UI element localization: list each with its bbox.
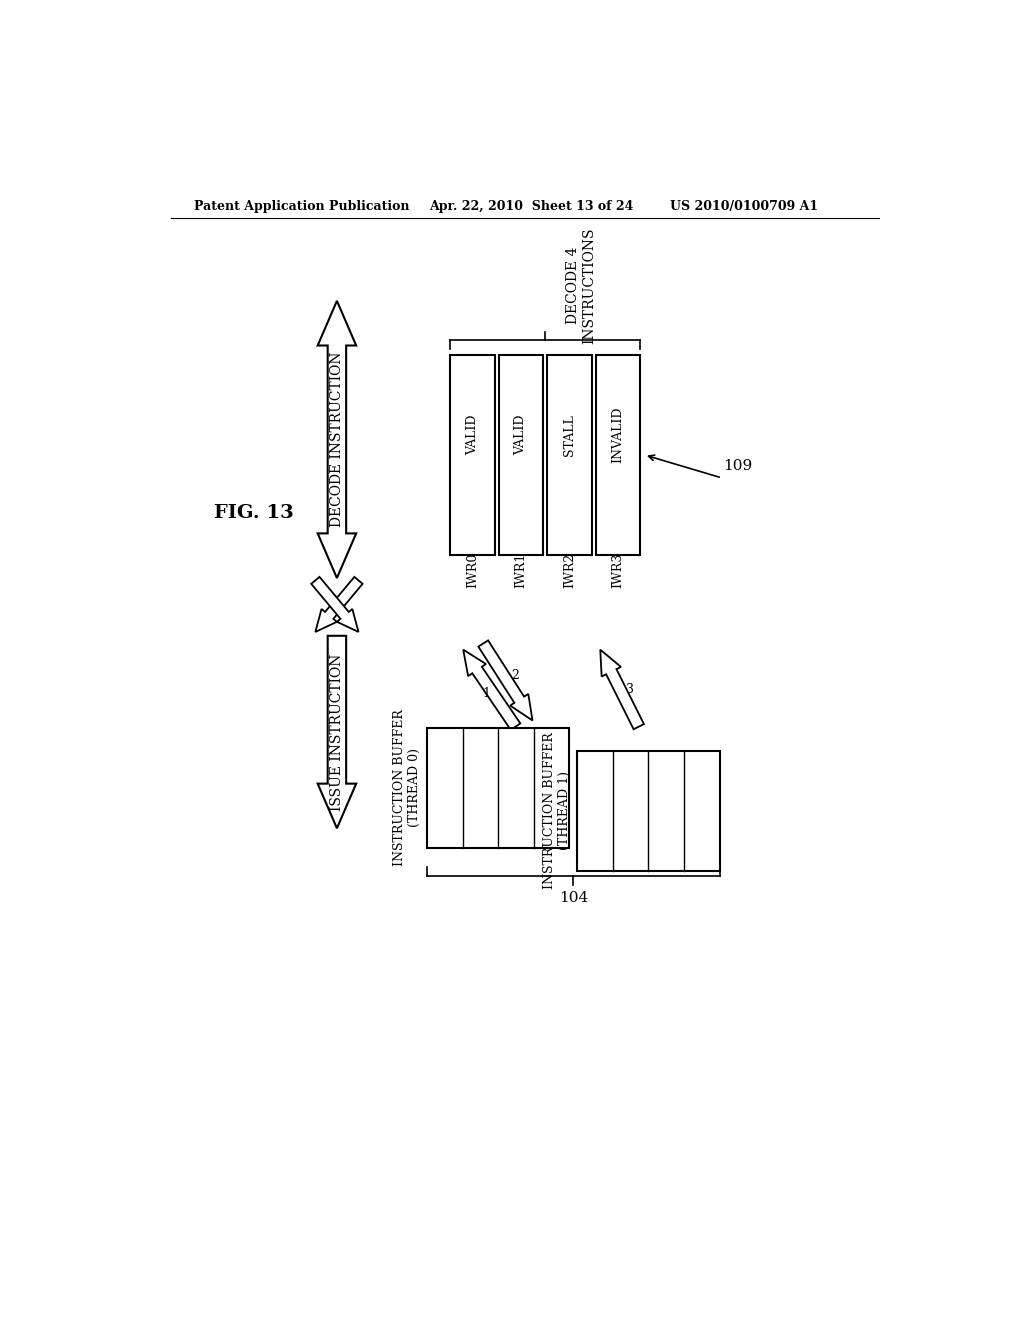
Bar bbox=[596, 355, 640, 554]
Text: Patent Application Publication: Patent Application Publication bbox=[194, 199, 410, 213]
Bar bbox=[547, 355, 592, 554]
Polygon shape bbox=[317, 301, 356, 578]
Text: 109: 109 bbox=[724, 459, 753, 474]
Polygon shape bbox=[478, 640, 532, 721]
Text: INSTRUCTION BUFFER
(THREAD 0): INSTRUCTION BUFFER (THREAD 0) bbox=[393, 709, 421, 866]
Text: 2: 2 bbox=[512, 669, 519, 682]
Bar bbox=[499, 355, 544, 554]
Text: 1: 1 bbox=[482, 686, 490, 700]
Text: IWR2: IWR2 bbox=[563, 553, 575, 587]
Polygon shape bbox=[317, 636, 356, 829]
Text: ISSUE INSTRUCTION: ISSUE INSTRUCTION bbox=[330, 653, 344, 810]
Text: Apr. 22, 2010  Sheet 13 of 24: Apr. 22, 2010 Sheet 13 of 24 bbox=[429, 199, 634, 213]
Text: US 2010/0100709 A1: US 2010/0100709 A1 bbox=[670, 199, 818, 213]
Text: 104: 104 bbox=[559, 891, 588, 904]
Text: FIG. 13: FIG. 13 bbox=[214, 504, 294, 521]
Text: VALID: VALID bbox=[466, 414, 479, 455]
Polygon shape bbox=[311, 577, 358, 632]
Text: DECODE 4
INSTRUCTIONS: DECODE 4 INSTRUCTIONS bbox=[566, 227, 596, 343]
Bar bbox=[578, 751, 720, 871]
Text: IWR1: IWR1 bbox=[514, 553, 527, 587]
Polygon shape bbox=[463, 649, 520, 730]
Bar bbox=[427, 729, 569, 847]
Polygon shape bbox=[600, 649, 644, 729]
Text: VALID: VALID bbox=[514, 414, 527, 455]
Bar bbox=[451, 355, 495, 554]
Text: IWR0: IWR0 bbox=[466, 553, 479, 587]
Text: STALL: STALL bbox=[563, 414, 575, 455]
Text: IWR3: IWR3 bbox=[611, 553, 625, 587]
Text: 3: 3 bbox=[626, 684, 634, 696]
Text: DECODE INSTRUCTION: DECODE INSTRUCTION bbox=[330, 351, 344, 527]
Text: INVALID: INVALID bbox=[611, 407, 625, 463]
Polygon shape bbox=[315, 577, 362, 632]
Text: INSTRUCTION BUFFER
(THREAD 1): INSTRUCTION BUFFER (THREAD 1) bbox=[543, 733, 571, 890]
